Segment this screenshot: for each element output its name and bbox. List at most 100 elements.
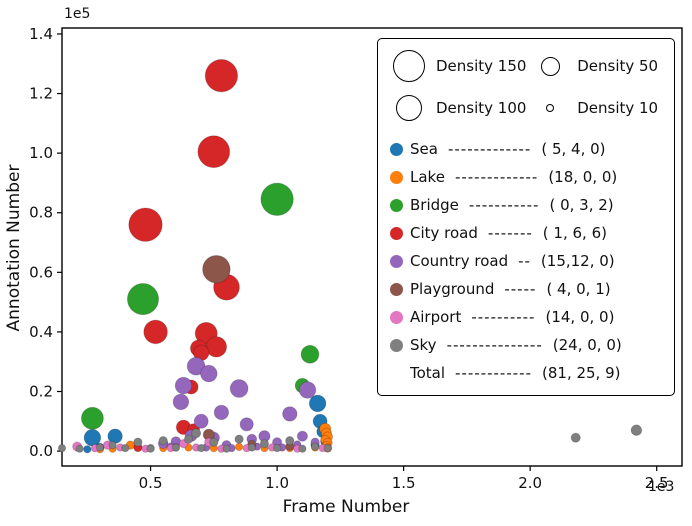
- bubble-sky: [183, 434, 194, 444]
- y-tick-label: 0.6: [29, 263, 53, 281]
- bubble-sea: [83, 445, 92, 454]
- legend-tuple: ( 4, 0, 1): [546, 280, 611, 298]
- bubble-sky: [222, 444, 231, 453]
- legend-item-city-road: City road ------- ( 1, 6, 6): [390, 219, 662, 247]
- y-tick-label: 0.0: [29, 442, 53, 460]
- legend-label: Playground: [410, 280, 495, 298]
- legend-label: Total: [410, 364, 446, 382]
- legend-density-150: Density 150: [390, 49, 531, 83]
- bubble-sky: [57, 443, 67, 453]
- legend-label: Bridge: [410, 196, 459, 214]
- legend-tuple: (14, 0, 0): [545, 308, 615, 326]
- legend-dashes: -------: [487, 224, 533, 242]
- y-tick-label: 1.4: [29, 25, 53, 43]
- density-100-circle-icon: [396, 95, 422, 121]
- legend-dashes: --: [518, 252, 531, 270]
- legend-label: City road: [410, 224, 478, 242]
- bubble-sky: [234, 434, 244, 444]
- bubble-city-road: [204, 58, 239, 93]
- bubble-sky: [133, 437, 143, 447]
- legend-dashes: -------------: [447, 140, 532, 158]
- bubble-country-road: [298, 381, 317, 399]
- city-road-dot-icon: [390, 226, 403, 240]
- bubble-sky: [323, 443, 332, 453]
- density-size-legend: Density 150 Density 50 Density 100 Densi…: [390, 49, 662, 125]
- legend-density-100: Density 100: [390, 91, 531, 125]
- y-tick-label: 1.0: [29, 144, 53, 162]
- bubble-sky: [95, 443, 105, 452]
- sea-dot-icon: [390, 142, 403, 156]
- bubble-sky: [171, 443, 181, 452]
- bubble-sea: [308, 394, 327, 413]
- bubble-sky: [285, 436, 295, 446]
- legend-item-country-road: Country road -- (15,12, 0): [390, 247, 662, 275]
- bubble-country-road: [296, 430, 308, 442]
- bubble-city-road: [143, 319, 168, 345]
- legend-label: Country road: [410, 252, 509, 270]
- bubble-sky: [121, 443, 130, 453]
- legend-label: Sky: [410, 336, 437, 354]
- legend-dashes: -----------: [468, 196, 540, 214]
- x-tick-label: 2.5: [645, 474, 669, 492]
- legend-item-bridge: Bridge ----------- ( 0, 3, 2): [390, 191, 662, 219]
- bubble-sky: [310, 442, 320, 451]
- bubble-sky: [209, 437, 219, 447]
- bubble-country-road: [282, 406, 298, 422]
- density-10-label: Density 10: [577, 99, 659, 117]
- y-tick-label: 0.4: [29, 323, 53, 341]
- bubble-sky: [570, 432, 581, 443]
- legend-tuple: ( 1, 6, 6): [542, 224, 607, 242]
- legend-tuple: (24, 0, 0): [552, 336, 622, 354]
- airport-dot-icon: [390, 310, 403, 324]
- bubble-lake: [234, 442, 244, 452]
- bubble-sky: [158, 436, 168, 446]
- bubble-bridge: [80, 406, 104, 430]
- legend-tuple: (81, 25, 9): [542, 364, 621, 382]
- legend-item-airport: Airport ---------- (14, 0, 0): [390, 303, 662, 331]
- legend-item-sea: Sea ------------- ( 5, 4, 0): [390, 135, 662, 163]
- bubble-country-road: [229, 379, 249, 398]
- legend-item-sky: Sky --------------- (24, 0, 0): [390, 331, 662, 359]
- legend: Density 150 Density 50 Density 100 Densi…: [377, 38, 675, 396]
- bubble-country-road: [172, 393, 190, 411]
- density-50-label: Density 50: [577, 57, 659, 75]
- x-tick-label: 1.0: [265, 474, 289, 492]
- y-tick-label: 0.2: [29, 383, 53, 401]
- legend-item-total: Total ------------ (81, 25, 9): [390, 359, 662, 387]
- legend-label: Airport: [410, 308, 462, 326]
- x-tick-label: 1.5: [392, 474, 416, 492]
- bubble-bridge: [300, 344, 320, 364]
- y-axis-label: Annotation Number: [4, 164, 24, 332]
- bubble-sky: [247, 443, 257, 452]
- bubble-country-road: [213, 404, 230, 421]
- density-50-circle-icon: [540, 56, 560, 76]
- bubble-sky: [108, 440, 117, 450]
- bridge-dot-icon: [390, 198, 403, 212]
- legend-item-lake: Lake ------------- (18, 0, 0): [390, 163, 662, 191]
- legend-label: Sea: [410, 140, 438, 158]
- bubble-country-road: [239, 417, 254, 432]
- legend-dashes: -----: [504, 280, 537, 298]
- legend-item-playground: Playground ----- ( 4, 0, 1): [390, 275, 662, 303]
- bubble-country-road: [174, 376, 193, 395]
- dot-spacer: [390, 367, 403, 380]
- bubble-city-road: [128, 207, 163, 242]
- density-150-label: Density 150: [436, 57, 527, 75]
- legend-tuple: (15,12, 0): [540, 252, 615, 270]
- bubble-sky: [298, 444, 307, 453]
- country-road-dot-icon: [390, 254, 403, 268]
- bubble-country-road: [193, 413, 209, 429]
- legend-density-10: Density 10: [531, 91, 662, 125]
- lake-dot-icon: [390, 170, 403, 184]
- bubble-sky: [272, 443, 282, 453]
- bubble-sky: [191, 428, 202, 439]
- bubble-playground: [202, 254, 231, 284]
- bubble-bridge: [126, 283, 160, 316]
- legend-dashes: ---------------: [446, 336, 543, 354]
- y-tick-label: 1.2: [29, 85, 53, 103]
- bubble-city-road: [197, 135, 231, 169]
- bubble-sky: [630, 424, 643, 437]
- density-10-circle-icon: [546, 104, 555, 112]
